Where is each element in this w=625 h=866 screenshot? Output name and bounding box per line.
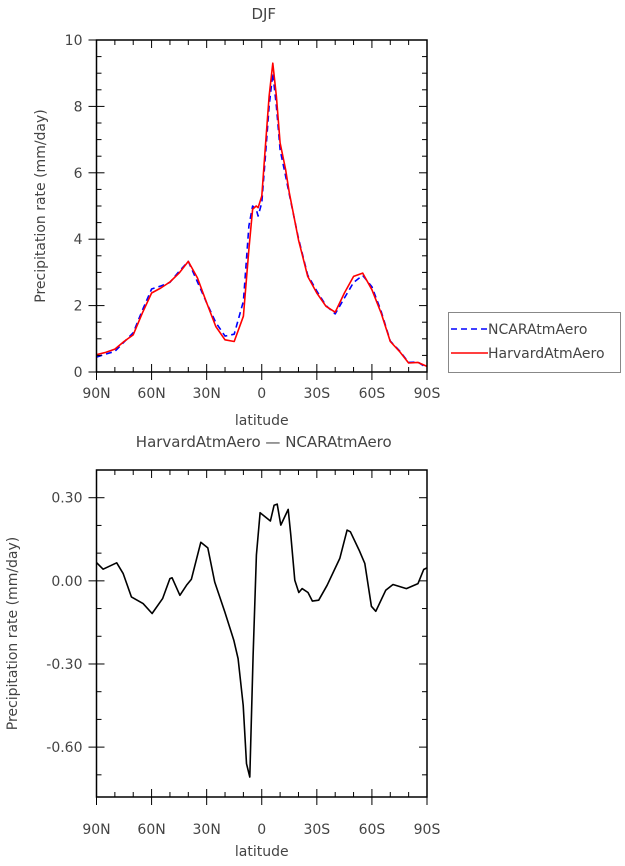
x-tick-label: 0 bbox=[257, 386, 266, 402]
legend: NCARAtmAero HarvardAtmAero bbox=[448, 312, 621, 373]
series-line-ncaratmaero bbox=[96, 72, 428, 369]
bottom-panel-difference: 90N 60N 30N 0 30S 60S 90S 0.30 0.00 -0.30 -0.60 Har… bbox=[5, 433, 440, 860]
x-tick-label: 60S bbox=[359, 386, 386, 402]
x-tick-label: 60N bbox=[137, 386, 165, 402]
y-tick-label: 0.30 bbox=[51, 491, 82, 507]
series-line-harvardatmaero-ncaratmaero bbox=[95, 503, 428, 778]
y-tick-label: 0 bbox=[74, 365, 83, 381]
y-tick-label: 8 bbox=[74, 99, 83, 115]
y-axis-label: Precipitation rate (mm/day) bbox=[5, 537, 21, 731]
x-tick-label: 90N bbox=[82, 822, 110, 838]
x-tick-label: 60N bbox=[137, 822, 165, 838]
x-tick-label: 30N bbox=[193, 386, 221, 402]
y-tick-label: 10 bbox=[65, 33, 83, 49]
x-tick-label: 30S bbox=[303, 822, 330, 838]
y-tick-label: 2 bbox=[74, 299, 83, 315]
legend-label-ncar: NCARAtmAero bbox=[488, 322, 587, 338]
y-tick-label: -0.30 bbox=[46, 657, 82, 673]
x-tick-label: 60S bbox=[359, 822, 386, 838]
x-tick-label: 30N bbox=[193, 822, 221, 838]
plot-frame bbox=[95, 469, 428, 798]
y-tick-label: -0.60 bbox=[46, 740, 82, 756]
x-tick-label: 0 bbox=[257, 822, 266, 838]
y-tick-label: 6 bbox=[74, 166, 83, 182]
x-tick-label: 30S bbox=[303, 386, 330, 402]
y-axis-label: Precipitation rate (mm/day) bbox=[33, 109, 49, 303]
x-tick-label: 90S bbox=[414, 386, 441, 402]
plot-frame bbox=[95, 39, 428, 373]
chart-title: HarvardAtmAero — NCARAtmAero bbox=[136, 433, 392, 451]
y-tick-label: 4 bbox=[74, 232, 83, 248]
x-tick-label: 90N bbox=[82, 386, 110, 402]
series-line-harvardatmaero bbox=[96, 62, 428, 368]
top-panel-djf: 90N 60N 30N 0 30S 60S 90S 0 2 4 6 8 10 DJF latitude Pre… bbox=[33, 5, 440, 429]
y-tick-label: 0.00 bbox=[51, 574, 82, 590]
x-axis-label: latitude bbox=[235, 844, 289, 860]
legend-label-harvard: HarvardAtmAero bbox=[488, 346, 605, 362]
x-axis-label: latitude bbox=[235, 413, 289, 429]
x-tick-label: 90S bbox=[414, 822, 441, 838]
legend-box bbox=[448, 312, 621, 373]
chart-title: DJF bbox=[251, 5, 276, 23]
